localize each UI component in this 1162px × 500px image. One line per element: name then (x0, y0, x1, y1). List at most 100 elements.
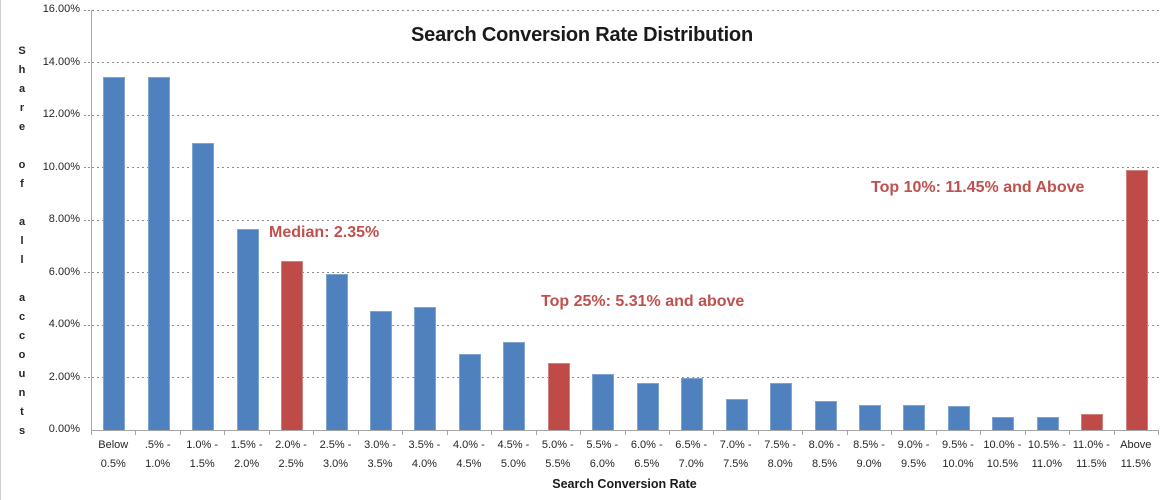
x-tick-mark (625, 431, 626, 435)
y-tick-label: 2.00% (48, 370, 80, 383)
y-tick-label: 16.00% (42, 3, 80, 15)
x-tick-label: 10.5% -11.0% (1027, 439, 1066, 470)
x-tick-mark (135, 431, 136, 435)
bar-9.5-10.0 (947, 406, 970, 430)
gridline-10 (92, 167, 1159, 168)
annotation-median: Median: 2.35% (269, 224, 380, 241)
bar-9.0-9.5 (903, 405, 926, 430)
x-tick-label: 2.5% -3.0% (319, 439, 352, 470)
gridline-8 (92, 219, 1159, 221)
bar-6.0-6.5 (636, 382, 659, 430)
bar-2.5-3.0 (325, 273, 348, 430)
bar-6.5-7.0 (681, 377, 704, 430)
y-tick-mark (84, 62, 90, 63)
y-tick-label: 0.00% (48, 423, 80, 435)
x-tick-mark (758, 431, 759, 435)
annotation-top10: Top 10%: 11.45% and Above (871, 179, 1085, 196)
x-tick-mark (1069, 431, 1070, 435)
x-tick-label: 7.5% -8.0% (764, 439, 796, 470)
bar-8.0-8.5 (814, 401, 837, 430)
y-tick-mark (84, 219, 90, 221)
x-tick-label: 9.0% -9.5% (897, 439, 930, 470)
x-tick-mark (936, 431, 937, 435)
gridline-16 (92, 9, 1159, 11)
x-tick-mark (180, 431, 181, 435)
x-tick-mark (313, 431, 314, 435)
bar-.5-1.0 (147, 76, 170, 430)
bar-10.0-10.5 (992, 416, 1015, 430)
x-tick-mark (402, 431, 403, 435)
x-tick-mark (891, 431, 892, 435)
x-tick-mark (802, 431, 803, 435)
bar-3.0-3.5 (369, 310, 392, 430)
x-tick-mark (1025, 431, 1026, 435)
x-tick-mark (1114, 431, 1115, 435)
x-tick-label: 6.5% -7.0% (675, 439, 708, 470)
y-tick-label: 12.00% (42, 108, 80, 120)
x-tick-mark (447, 431, 448, 435)
bar-7.5-8.0 (770, 382, 793, 430)
x-tick-label: Above 11.5% (1120, 439, 1152, 470)
bar-4.5-5.0 (503, 342, 526, 430)
x-tick-mark (224, 431, 225, 435)
x-tick-mark (847, 431, 848, 435)
annotation-top25: Top 25%: 5.31% and above (541, 293, 745, 310)
x-axis-title: Search Conversion Rate (552, 477, 697, 491)
x-tick-mark (713, 431, 714, 435)
x-tick-mark (91, 431, 92, 435)
y-tick-label: 8.00% (48, 213, 80, 225)
x-tick-mark (491, 431, 492, 435)
y-tick-mark (84, 9, 90, 11)
y-tick-mark (84, 272, 90, 273)
bar-Below0.5 (103, 76, 126, 430)
y-tick-label: 6.00% (48, 265, 80, 278)
x-tick-label: 3.0% -3.5% (364, 439, 396, 470)
x-tick-label: 7.0% -7.5% (719, 439, 752, 470)
bar-7.0-7.5 (725, 398, 748, 430)
x-tick-label: 1.5% -2.0% (230, 439, 263, 470)
x-tick-mark (580, 431, 581, 435)
x-tick-label: 5.0% -5.5% (541, 439, 574, 470)
plot-area (91, 9, 1159, 431)
x-tick-mark (669, 431, 670, 435)
x-tick-label: 11.0% -11.5% (1072, 439, 1110, 470)
gridline-4 (92, 324, 1159, 326)
bar-5.5-6.0 (592, 373, 615, 430)
x-tick-label: 4.0% -4.5% (452, 439, 485, 470)
bar-2.0-2.5 (281, 260, 304, 430)
y-tick-mark (84, 114, 90, 116)
chart-title: Search Conversion Rate Distribution (411, 24, 753, 46)
x-tick-label: 8.0% -8.5% (808, 439, 841, 470)
x-tick-label: 4.5% -5.0% (497, 439, 530, 470)
bar-8.5-9.0 (859, 405, 882, 430)
x-tick-label: 10.0% -10.5% (983, 439, 1022, 470)
gridline-6 (92, 272, 1159, 273)
x-tick-mark (358, 431, 359, 435)
y-tick-label: 10.00% (42, 160, 80, 173)
bar-3.5-4.0 (414, 306, 437, 430)
x-tick-label: .5% -1.0% (144, 439, 171, 470)
y-tick-mark (84, 324, 90, 326)
x-tick-mark (1158, 431, 1159, 435)
bar-1.0-1.5 (192, 142, 215, 430)
bar-1.5-2.0 (236, 229, 259, 430)
x-tick-mark (536, 431, 537, 435)
bar-4.0-4.5 (458, 353, 481, 430)
x-tick-label: 2.0% -2.5% (275, 439, 307, 470)
x-tick-label: 9.5% -10.0% (942, 439, 974, 470)
x-tick-label: 1.0% -1.5% (186, 439, 219, 470)
bar-10.5-11.0 (1036, 416, 1059, 430)
y-tick-label: 14.00% (42, 55, 80, 68)
bar-11.0-11.5 (1081, 414, 1104, 430)
y-tick-mark (84, 377, 90, 378)
x-tick-label: 6.0% -6.5% (630, 439, 663, 470)
x-tick-label: Below 0.5% (98, 439, 129, 470)
gridline-2 (92, 377, 1159, 378)
x-tick-label: 8.5% -9.0% (853, 439, 885, 470)
gridline-14 (92, 62, 1159, 63)
x-tick-label: 3.5% -4.0% (408, 439, 441, 470)
bar-5.0-5.5 (547, 363, 570, 430)
y-tick-label: 4.00% (48, 318, 80, 330)
